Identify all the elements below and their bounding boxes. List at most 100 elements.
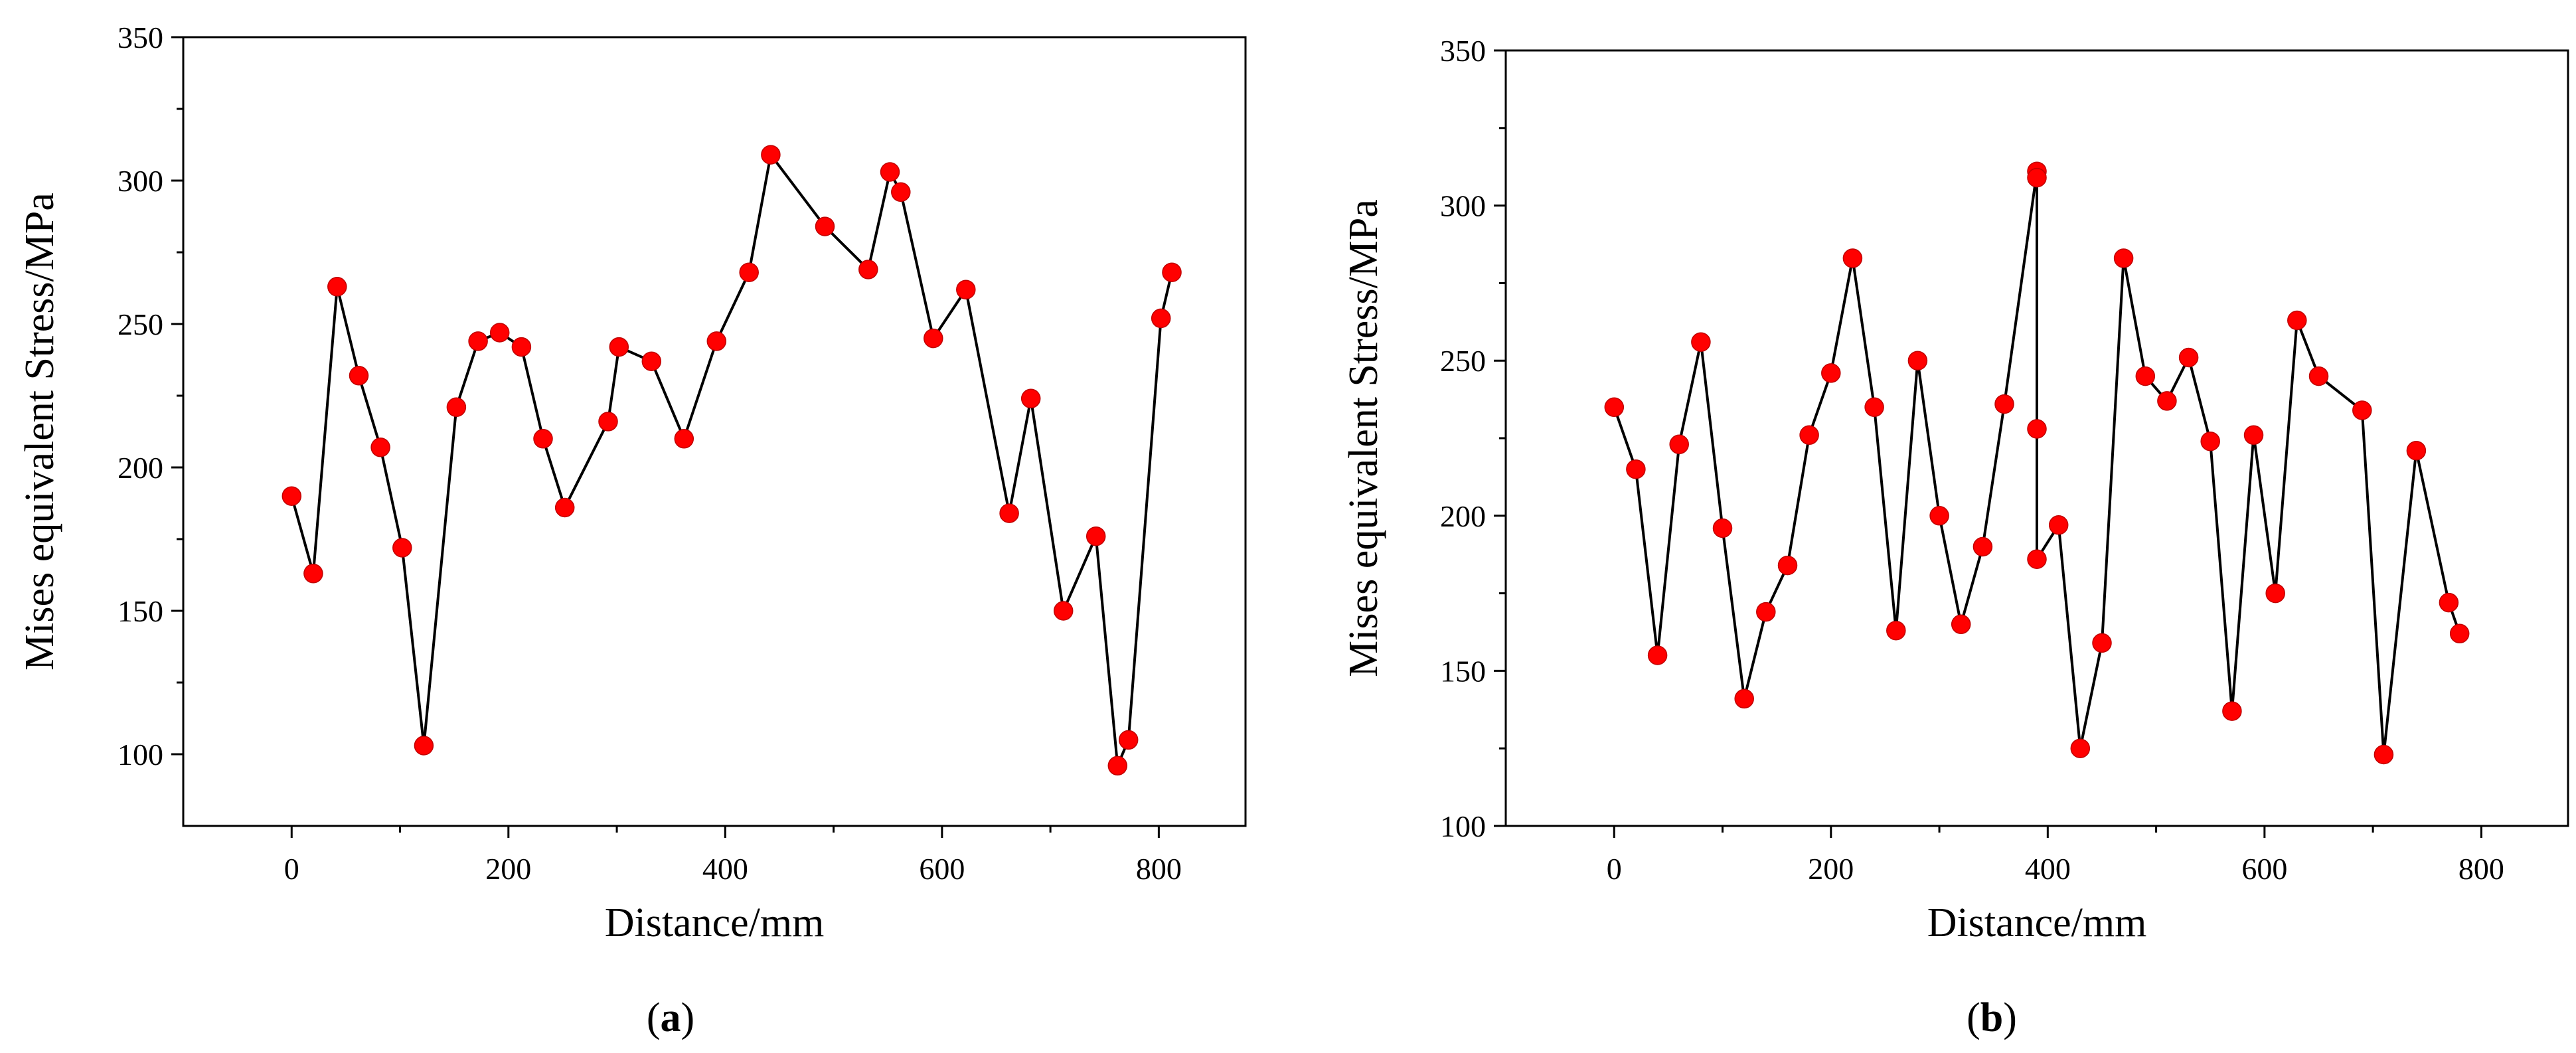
- data-point-b-3: [1669, 434, 1689, 455]
- data-point-a-7: [446, 397, 467, 418]
- data-point-b-15: [1929, 506, 1949, 526]
- data-point-a-1: [303, 564, 323, 584]
- x-tick-label-a-600: 600: [919, 852, 965, 886]
- y-tick-label-b-150: 150: [1440, 654, 1486, 688]
- data-point-b-28: [2157, 391, 2177, 411]
- data-point-a-5: [392, 538, 412, 558]
- y-tick-label-a-350: 350: [118, 21, 163, 54]
- data-point-a-33: [1162, 262, 1182, 282]
- data-point-b-22: [2027, 549, 2047, 569]
- y-tick-label-b-250: 250: [1440, 344, 1486, 378]
- data-point-b-33: [2265, 583, 2285, 604]
- data-point-b-38: [2406, 440, 2427, 461]
- y-tick-label-a-200: 200: [118, 451, 163, 485]
- y-tick-label-a-300: 300: [118, 164, 163, 198]
- data-point-b-13: [1886, 620, 1906, 641]
- x-axis-b: 0 200 400 600 800: [1607, 826, 2504, 886]
- y-tick-label-b-350: 350: [1440, 34, 1486, 68]
- y-tick-label-a-150: 150: [118, 594, 163, 628]
- y-axis-a: 100 150 200 250 300 350: [118, 21, 183, 771]
- data-point-b-24: [2070, 738, 2091, 758]
- data-point-b-30: [2200, 431, 2220, 451]
- data-point-a-23: [891, 182, 911, 202]
- data-point-a-2: [327, 277, 347, 297]
- chart-panel-b: 100 150 200 250 300 350 0 200 400 600 800 Distanc…: [1341, 34, 2569, 1040]
- data-point-b-5: [1712, 518, 1733, 538]
- data-point-b-11: [1842, 248, 1863, 268]
- panel-letter-a: a: [661, 995, 681, 1040]
- data-point-b-31: [2222, 701, 2242, 721]
- data-point-b-40: [2449, 623, 2470, 644]
- y-axis-b: 100 150 200 250 300 350: [1440, 34, 1506, 843]
- series-line-b: [1613, 171, 2461, 755]
- plot-frame-a: [182, 36, 1247, 827]
- data-point-a-0: [282, 486, 302, 506]
- data-point-b-20: [2027, 167, 2047, 188]
- data-point-b-35: [2308, 366, 2329, 386]
- data-point-a-17: [706, 331, 727, 351]
- data-point-a-31: [1118, 730, 1139, 750]
- data-point-a-25: [956, 280, 976, 299]
- data-point-b-7: [1756, 602, 1776, 622]
- data-point-a-22: [880, 162, 900, 182]
- panel-label-b: (b): [1967, 995, 2017, 1040]
- x-tick-label-b-600: 600: [2241, 852, 2287, 886]
- data-point-b-4: [1691, 332, 1711, 352]
- x-axis-a: 0 200 400 600 800: [284, 826, 1182, 886]
- data-point-b-23: [2048, 515, 2069, 535]
- data-point-a-18: [739, 262, 759, 282]
- data-point-a-12: [554, 497, 575, 518]
- x-axis-title-a: Distance/mm: [605, 900, 825, 945]
- y-tick-label-b-300: 300: [1440, 189, 1486, 223]
- data-point-b-27: [2135, 366, 2156, 386]
- data-point-b-21: [2027, 419, 2047, 439]
- data-points-a: [282, 145, 1182, 776]
- data-point-a-8: [468, 331, 488, 351]
- data-point-a-9: [489, 323, 510, 343]
- data-point-a-16: [674, 429, 694, 449]
- data-point-b-18: [1994, 394, 2014, 414]
- data-point-b-0: [1604, 397, 1625, 418]
- x-tick-label-b-400: 400: [2025, 852, 2071, 886]
- data-point-b-2: [1647, 645, 1668, 665]
- data-point-a-13: [598, 412, 618, 432]
- data-point-a-32: [1151, 308, 1171, 329]
- x-tick-label-a-0: 0: [284, 852, 299, 886]
- y-axis-title-b: Mises equivalent Stress/MPa: [1341, 199, 1386, 677]
- panel-label-a: (a): [647, 995, 694, 1040]
- data-point-a-15: [641, 351, 662, 371]
- x-tick-label-b-200: 200: [1808, 852, 1854, 886]
- panel-letter-b: b: [1980, 995, 2003, 1040]
- data-point-b-32: [2243, 425, 2264, 446]
- data-point-a-14: [609, 337, 629, 357]
- data-point-b-12: [1864, 397, 1884, 418]
- data-point-b-17: [1972, 536, 1993, 557]
- data-point-a-29: [1086, 526, 1106, 546]
- data-point-b-34: [2287, 310, 2307, 331]
- y-tick-label-b-200: 200: [1440, 499, 1486, 533]
- data-point-b-6: [1734, 688, 1754, 709]
- data-point-b-25: [2092, 633, 2112, 653]
- y-tick-label-a-100: 100: [118, 738, 163, 771]
- data-point-b-26: [2113, 248, 2134, 268]
- data-point-b-10: [1821, 363, 1841, 383]
- data-point-a-10: [511, 337, 532, 357]
- data-point-b-14: [1907, 351, 1928, 370]
- data-point-b-39: [2439, 592, 2459, 613]
- x-axis-title-b: Distance/mm: [1927, 900, 2147, 945]
- x-tick-label-a-400: 400: [702, 852, 748, 886]
- x-tick-label-a-200: 200: [485, 852, 531, 886]
- data-point-a-21: [858, 260, 878, 280]
- data-point-a-27: [1020, 388, 1041, 409]
- data-point-b-29: [2178, 347, 2199, 368]
- data-point-a-26: [999, 503, 1019, 523]
- data-point-b-16: [1951, 614, 1971, 635]
- y-tick-label-a-250: 250: [118, 307, 163, 341]
- data-point-a-3: [349, 366, 369, 386]
- data-point-b-9: [1799, 425, 1819, 446]
- data-point-b-36: [2352, 400, 2372, 420]
- y-axis-title-a: Mises equivalent Stress/MPa: [17, 193, 62, 671]
- x-tick-label-b-0: 0: [1607, 852, 1622, 886]
- series-line-a: [290, 151, 1173, 767]
